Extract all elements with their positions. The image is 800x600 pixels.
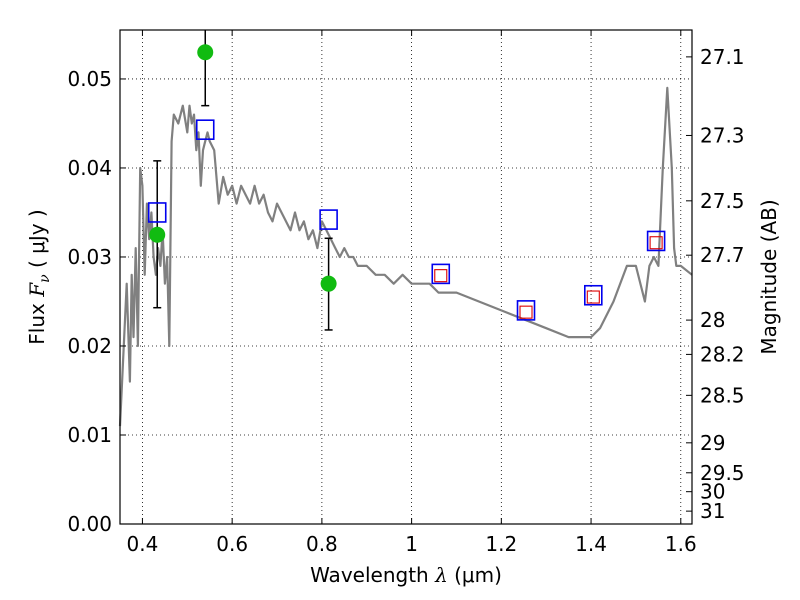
y-axis-label-symbol: F xyxy=(25,282,49,298)
y-tick-label: 0.03 xyxy=(67,245,112,269)
x-tick-label: 1.2 xyxy=(485,532,517,556)
x-axis-label-symbol: λ xyxy=(434,563,448,587)
x-tick-label: 0.8 xyxy=(306,532,338,556)
y-axis-label-subscript: ν xyxy=(37,274,53,283)
y2-tick-label: 27.1 xyxy=(700,45,745,69)
synthetic-inner-square xyxy=(649,236,663,250)
grid-lines xyxy=(120,30,692,524)
observed-point xyxy=(149,226,166,243)
synthetic-square xyxy=(195,119,215,140)
axis-ticks: 0.4 0.6 0.8 1 1.2 1.4 1.6 0.00 0.01 0.02 0.03 0.04 0… xyxy=(67,30,745,556)
y2-tick-label: 28.5 xyxy=(700,383,745,407)
synthetic-photometry xyxy=(147,119,666,321)
observed-errorbars xyxy=(149,30,337,331)
synthetic-inner-square xyxy=(519,305,533,319)
synthetic-square xyxy=(516,300,536,321)
plot-frame xyxy=(119,29,693,525)
y-tick-label: 0.04 xyxy=(67,156,112,180)
x-tick-label: 1.4 xyxy=(575,532,607,556)
synthetic-inner-square xyxy=(434,269,448,283)
y2-tick-label: 27.7 xyxy=(700,243,745,267)
synthetic-square xyxy=(431,263,451,285)
synthetic-square xyxy=(646,230,666,252)
synthetic-inner-square xyxy=(586,290,600,304)
x-tick-label: 1 xyxy=(405,532,418,556)
y2-tick-label: 28.2 xyxy=(700,342,745,366)
y2-axis-label: Magnitude (AB) xyxy=(757,199,781,354)
y2-tick-label: 27.3 xyxy=(700,123,745,147)
y2-tick-label: 29.5 xyxy=(700,461,745,485)
x-tick-label: 0.4 xyxy=(127,532,159,556)
x-axis-label: Wavelength λ (μm) xyxy=(310,563,502,587)
y-axis-label-text: Flux xyxy=(25,297,49,345)
synthetic-square xyxy=(147,202,167,223)
y2-tick-label: 31 xyxy=(700,499,725,523)
synthetic-square xyxy=(584,284,603,306)
y-tick-label: 0.05 xyxy=(67,67,112,91)
y2-tick-label: 30 xyxy=(700,480,725,504)
x-tick-label: 0.6 xyxy=(216,532,248,556)
y-axis-label: Flux Fν ( μJy ) xyxy=(25,209,53,344)
y2-tick-label: 29 xyxy=(700,431,725,455)
y-tick-label: 0.00 xyxy=(67,512,112,536)
y2-tick-label: 28 xyxy=(700,308,725,332)
synthetic-square xyxy=(319,209,338,230)
y-tick-label: 0.02 xyxy=(67,334,112,358)
observed-point xyxy=(197,44,214,61)
y-axis-label-unit: ( μJy ) xyxy=(25,209,49,274)
x-axis-label-text: Wavelength xyxy=(310,563,435,587)
y2-tick-label: 27.5 xyxy=(700,189,745,213)
y-tick-label: 0.01 xyxy=(67,423,112,447)
x-axis-label-unit: (μm) xyxy=(448,563,502,587)
observed-point xyxy=(320,275,337,292)
x-tick-label: 1.6 xyxy=(665,532,697,556)
